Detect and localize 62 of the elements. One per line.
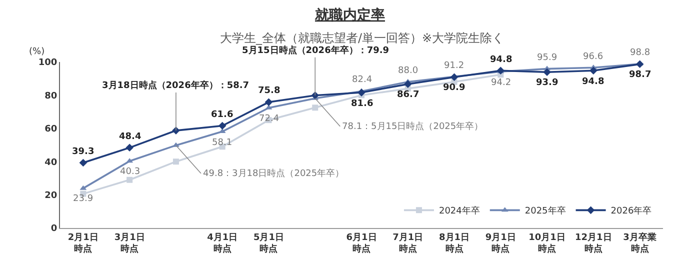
point — [312, 104, 318, 111]
data-label: 40.3 — [120, 167, 140, 177]
x-tick-label: 9月1日時点 — [485, 232, 516, 254]
x-tick-label: 8月1日時点 — [439, 232, 470, 254]
x-tick-label: 3月1日時点 — [114, 232, 145, 254]
data-label: 94.8 — [582, 77, 604, 87]
data-label: 58.1 — [212, 138, 232, 148]
data-label: 5月15日時点（2026年卒）：79.9 — [242, 45, 390, 56]
y-tick-label: 80 — [44, 91, 58, 102]
data-label: 98.8 — [630, 48, 650, 58]
data-label: 78.1：5月15日時点（2025年卒） — [342, 121, 484, 132]
legend-label: 2024年卒 — [438, 206, 480, 217]
x-tick-label: 7月1日時点 — [392, 232, 424, 254]
point — [126, 144, 134, 152]
y-tick-label: 0 — [50, 224, 58, 234]
data-label: 72.4 — [259, 114, 280, 124]
x-tick-label: 6月1日時点 — [346, 232, 377, 254]
point — [358, 88, 366, 96]
y-tick-label: 100 — [38, 58, 58, 68]
data-label: 23.9 — [73, 194, 94, 204]
data-label: 91.2 — [444, 61, 464, 71]
data-label: 81.6 — [351, 99, 374, 109]
data-label: 86.7 — [397, 90, 420, 100]
data-label: 95.9 — [537, 53, 558, 63]
data-label: 75.8 — [258, 86, 280, 96]
x-tick-label: 4月1日時点 — [207, 232, 238, 254]
data-label: 82.4 — [352, 75, 372, 85]
point — [543, 68, 551, 76]
data-label: 96.6 — [583, 52, 604, 62]
y-axis-title: (%) — [29, 47, 45, 57]
y-tick-label: 20 — [44, 190, 58, 201]
x-tick-label: 3月卒業時点 — [623, 232, 656, 254]
data-label: 93.9 — [536, 78, 558, 88]
point — [218, 122, 226, 130]
point — [636, 60, 644, 68]
data-label: 3月18日時点（2026年卒）：58.7 — [102, 80, 250, 91]
data-label: 90.9 — [443, 83, 466, 93]
point — [126, 176, 133, 183]
point — [450, 73, 458, 82]
point — [404, 80, 412, 88]
x-tick-label: 10月1日時点 — [528, 232, 566, 254]
legend-label: 2026年卒 — [610, 206, 652, 217]
data-label: 61.6 — [211, 110, 234, 120]
x-tick-label: 5月1日時点 — [253, 232, 284, 254]
x-tick-label: 2月1日時点 — [68, 232, 98, 254]
data-label: 98.7 — [629, 70, 652, 80]
data-label: 88.0 — [398, 66, 418, 76]
data-label: 94.2 — [491, 78, 512, 88]
y-tick-label: 40 — [44, 158, 58, 168]
x-tick-label: 12月1日時点 — [575, 232, 612, 254]
chart-title: 就職内定率 — [314, 6, 385, 24]
data-label: 49.8：3月18日時点（2025年卒） — [203, 168, 344, 179]
point — [79, 158, 88, 167]
y-tick-label: 60 — [44, 124, 58, 135]
point — [172, 158, 179, 165]
point — [590, 66, 598, 75]
legend-label: 2025年卒 — [524, 206, 566, 217]
point — [264, 98, 273, 106]
data-label: 48.4 — [119, 132, 142, 142]
data-label: 94.8 — [490, 55, 512, 65]
data-label: 39.3 — [72, 147, 94, 157]
chart-subtitle: 大学生_全体（就職志望者/単一回答）※大学院生除く — [220, 31, 504, 45]
